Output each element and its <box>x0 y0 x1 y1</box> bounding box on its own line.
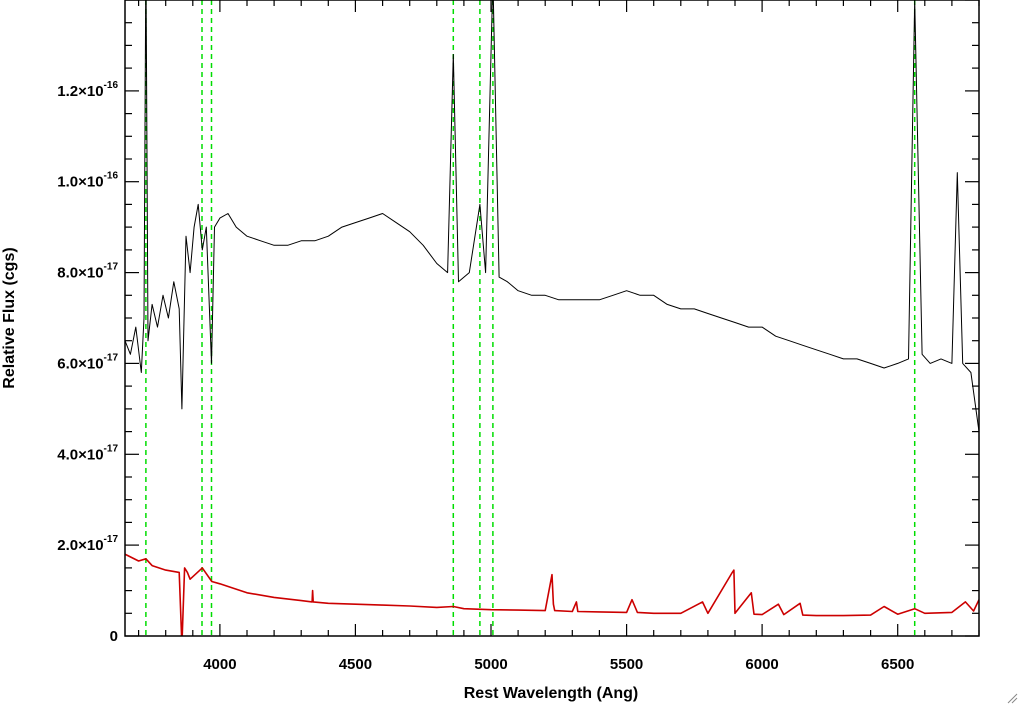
axes <box>124 0 980 637</box>
y-tick-label: 1.2×10-16 <box>57 80 118 100</box>
x-tick-label: 5500 <box>610 656 643 673</box>
y-tick-label: 0 <box>110 628 118 645</box>
x-tick-label: 6000 <box>745 656 778 673</box>
series-line-0 <box>125 0 979 432</box>
tick-labels: 4000 4500 5000 5500 6000 6500 0 2.0×10-17 4.0×10… <box>57 80 914 673</box>
x-tick-label: 5000 <box>474 656 507 673</box>
y-tick-label: 6.0×10-17 <box>57 352 118 372</box>
series-line-1 <box>125 553 979 636</box>
y-axis-title: Relative Flux (cgs) <box>1 247 18 388</box>
y-tick-label: 4.0×10-17 <box>57 443 118 463</box>
y-tick-label: 8.0×10-17 <box>57 262 118 282</box>
x-tick-label: 6500 <box>881 656 914 673</box>
y-tick-label: 1.0×10-16 <box>57 171 118 191</box>
spectrum-series <box>125 0 979 636</box>
plot-frame <box>124 0 980 637</box>
x-tick-label: 4000 <box>203 656 236 673</box>
x-tick-label: 4500 <box>339 656 372 673</box>
emission-line-markers <box>145 0 916 636</box>
y-tick-label: 2.0×10-17 <box>57 534 118 554</box>
x-axis-title: Rest Wavelength (Ang) <box>464 685 639 702</box>
resize-grip-icon[interactable] <box>1006 692 1018 704</box>
